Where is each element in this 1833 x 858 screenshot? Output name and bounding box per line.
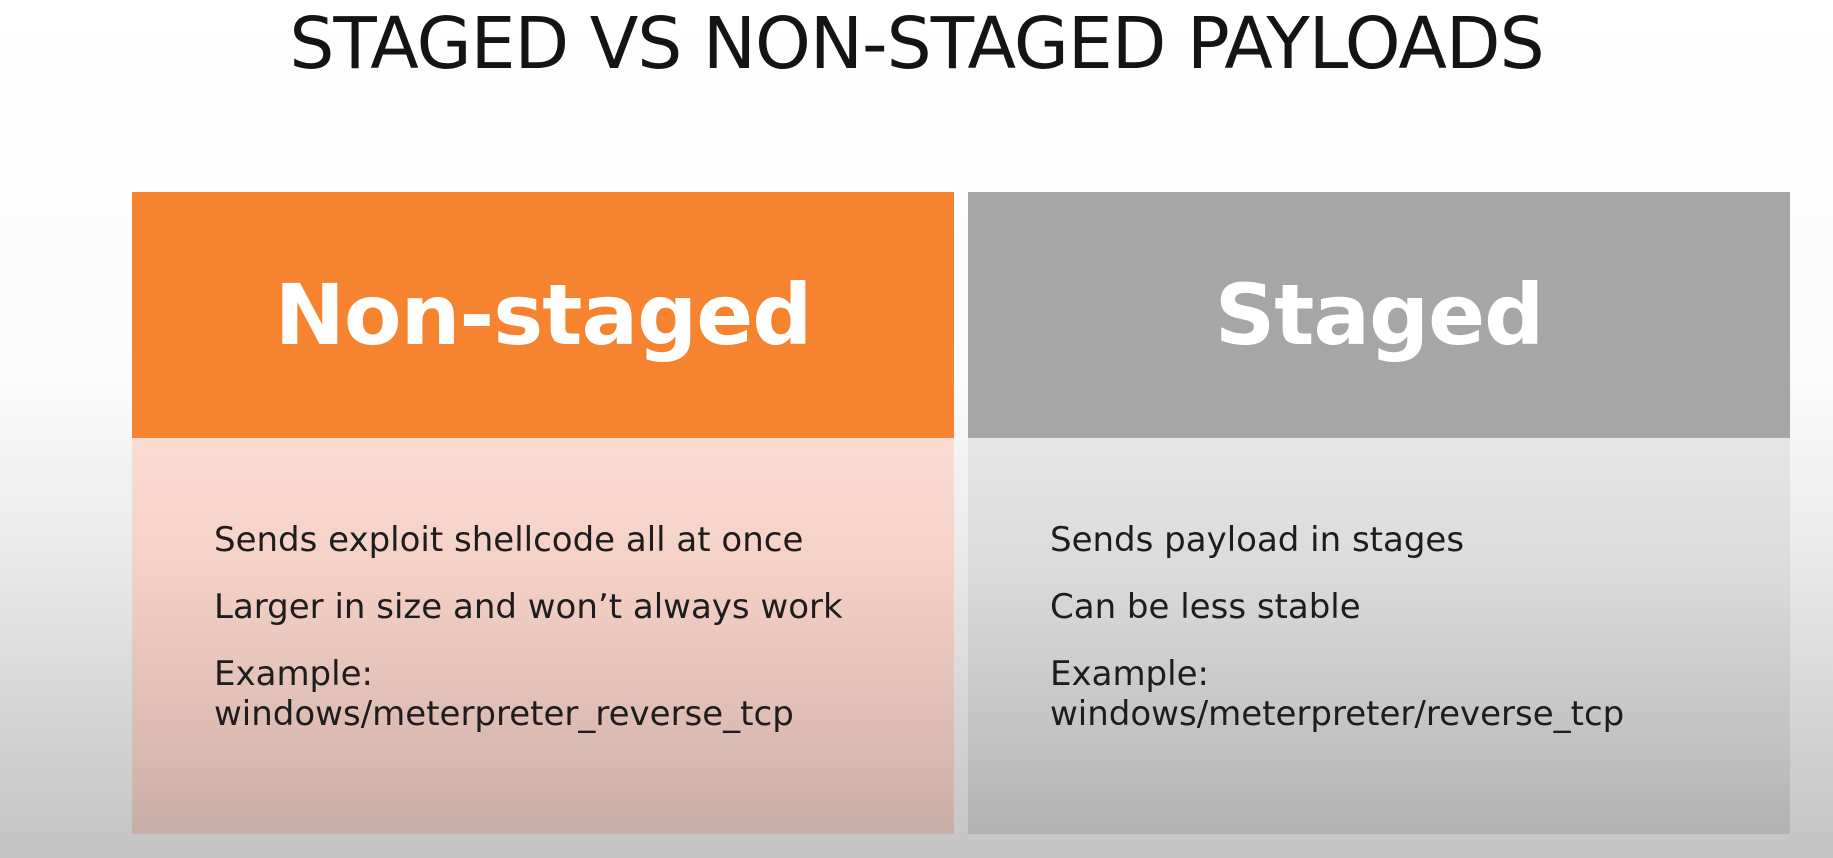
non-staged-example-label: Example:	[214, 654, 373, 694]
staged-example: Example: windows/meterpreter/reverse_tcp	[1050, 654, 1790, 734]
non-staged-header-label: Non-staged	[274, 266, 813, 364]
staged-example-label: Example:	[1050, 654, 1209, 694]
staged-point-2: Can be less stable	[1050, 587, 1361, 627]
non-staged-point-1: Sends exploit shellcode all at once	[214, 520, 804, 560]
non-staged-example: Example: windows/meterpreter_reverse_tcp	[214, 654, 954, 734]
non-staged-example-value: windows/meterpreter_reverse_tcp	[214, 694, 794, 734]
non-staged-point-2: Larger in size and won’t always work	[214, 587, 843, 627]
staged-body: Sends payload in stages Can be less stab…	[968, 438, 1790, 834]
staged-example-value: windows/meterpreter/reverse_tcp	[1050, 694, 1625, 734]
slide-title: STAGED VS NON-STAGED PAYLOADS	[289, 2, 1544, 85]
non-staged-header: Non-staged	[132, 192, 954, 438]
staged-header-label: Staged	[1214, 266, 1545, 364]
staged-header: Staged	[968, 192, 1790, 438]
non-staged-body: Sends exploit shellcode all at once Larg…	[132, 438, 954, 834]
non-staged-column: Non-staged Sends exploit shellcode all a…	[132, 192, 954, 834]
staged-point-1: Sends payload in stages	[1050, 520, 1465, 560]
staged-column: Staged Sends payload in stages Can be le…	[968, 192, 1790, 834]
